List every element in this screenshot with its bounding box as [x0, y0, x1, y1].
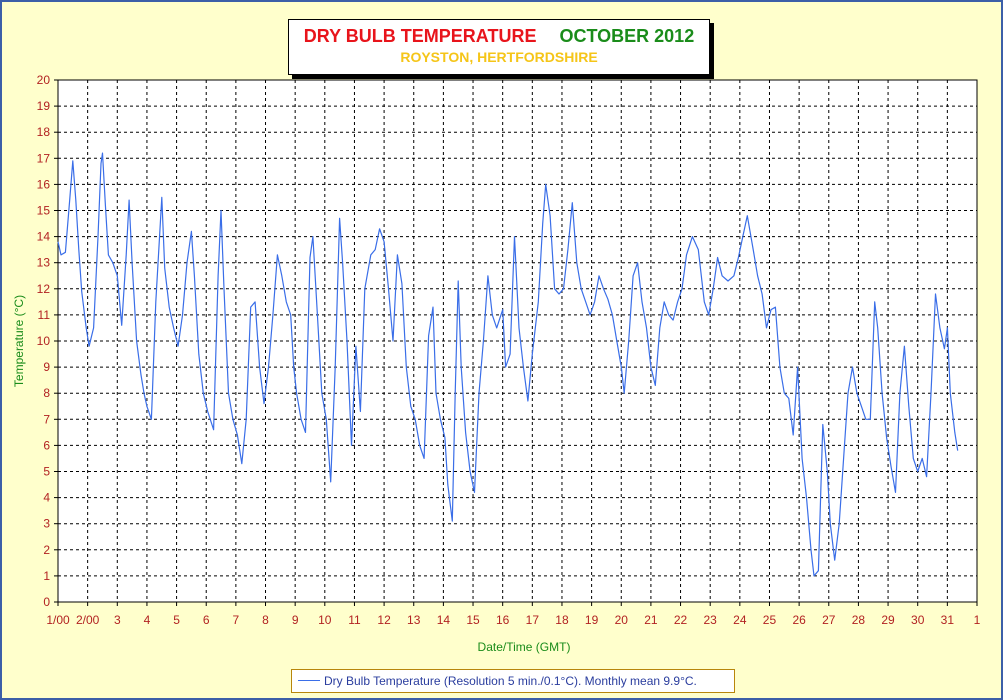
- chart-subtitle-location: ROYSTON, HERTFORDSHIRE: [400, 49, 598, 65]
- x-tick-label: 31: [941, 613, 955, 627]
- x-tick-label: 15: [466, 613, 480, 627]
- x-tick-label: 19: [585, 613, 599, 627]
- chart-title: DRY BULB TEMPERATURE OCTOBER 2012: [289, 26, 709, 47]
- y-tick-label: 19: [37, 99, 51, 113]
- x-tick-label: 1/00: [46, 613, 70, 627]
- x-tick-label: 16: [496, 613, 510, 627]
- x-tick-label: 1: [974, 613, 981, 627]
- y-tick-label: 18: [37, 125, 51, 139]
- y-tick-label: 6: [43, 438, 50, 452]
- x-tick-label: 20: [615, 613, 629, 627]
- x-tick-label: 5: [173, 613, 180, 627]
- y-tick-label: 7: [43, 412, 50, 426]
- x-tick-label: 13: [407, 613, 421, 627]
- y-tick-label: 11: [38, 308, 51, 322]
- x-tick-label: 7: [233, 613, 240, 627]
- x-tick-label: 18: [555, 613, 569, 627]
- y-tick-label: 15: [37, 204, 51, 218]
- x-tick-label: 2/00: [76, 613, 100, 627]
- y-tick-label: 14: [37, 230, 51, 244]
- series-layer: [57, 152, 959, 577]
- x-tick-label: 30: [911, 613, 925, 627]
- x-axis-label: Date/Time (GMT): [478, 640, 571, 654]
- plot-axes: [54, 79, 978, 606]
- y-tick-label: 9: [43, 360, 50, 374]
- y-tick-label: 1: [43, 569, 50, 583]
- legend: Dry Bulb Temperature (Resolution 5 min./…: [291, 669, 735, 693]
- x-tick-label: 11: [348, 613, 361, 627]
- y-tick-label: 12: [37, 282, 51, 296]
- x-tick-label: 26: [792, 613, 806, 627]
- y-tick-label: 16: [37, 177, 51, 191]
- y-tick-label: 13: [37, 256, 51, 270]
- x-tick-label: 22: [674, 613, 688, 627]
- chart-title-box: DRY BULB TEMPERATURE OCTOBER 2012 ROYSTO…: [288, 19, 710, 75]
- gridlines: [58, 80, 977, 602]
- x-tick-label: 6: [203, 613, 210, 627]
- y-tick-label: 4: [43, 491, 50, 505]
- x-tick-label: 3: [114, 613, 121, 627]
- y-tick-label: 20: [37, 73, 51, 87]
- x-tick-label: 25: [763, 613, 777, 627]
- x-tick-label: 17: [526, 613, 540, 627]
- y-tick-label: 0: [43, 595, 50, 609]
- x-tick-label: 28: [852, 613, 866, 627]
- x-tick-label: 8: [262, 613, 269, 627]
- series-line-dry-bulb-temperature: [57, 152, 959, 577]
- y-tick-label: 3: [43, 517, 50, 531]
- x-tick-label: 29: [881, 613, 895, 627]
- x-tick-label: 21: [644, 613, 658, 627]
- x-tick-label: 9: [292, 613, 299, 627]
- x-tick-label: 10: [318, 613, 332, 627]
- y-tick-label: 10: [37, 334, 51, 348]
- plot-background: [58, 80, 977, 602]
- y-tick-label: 5: [43, 465, 50, 479]
- chart-title-main: DRY BULB TEMPERATURE: [303, 26, 537, 46]
- y-tick-label: 17: [37, 151, 51, 165]
- legend-line-swatch: [298, 680, 320, 681]
- chart-title-month: OCTOBER 2012: [559, 26, 695, 46]
- x-tick-label: 23: [704, 613, 718, 627]
- y-axis-label: Temperature (°C): [12, 295, 26, 387]
- y-tick-label: 8: [43, 386, 50, 400]
- x-tick-label: 27: [822, 613, 836, 627]
- x-tick-label: 12: [377, 613, 391, 627]
- legend-label: Dry Bulb Temperature (Resolution 5 min./…: [324, 674, 697, 688]
- x-tick-label: 14: [437, 613, 451, 627]
- x-tick-label: 4: [144, 613, 151, 627]
- x-tick-label: 24: [733, 613, 747, 627]
- y-tick-label: 2: [43, 543, 50, 557]
- plot-border: [57, 79, 978, 603]
